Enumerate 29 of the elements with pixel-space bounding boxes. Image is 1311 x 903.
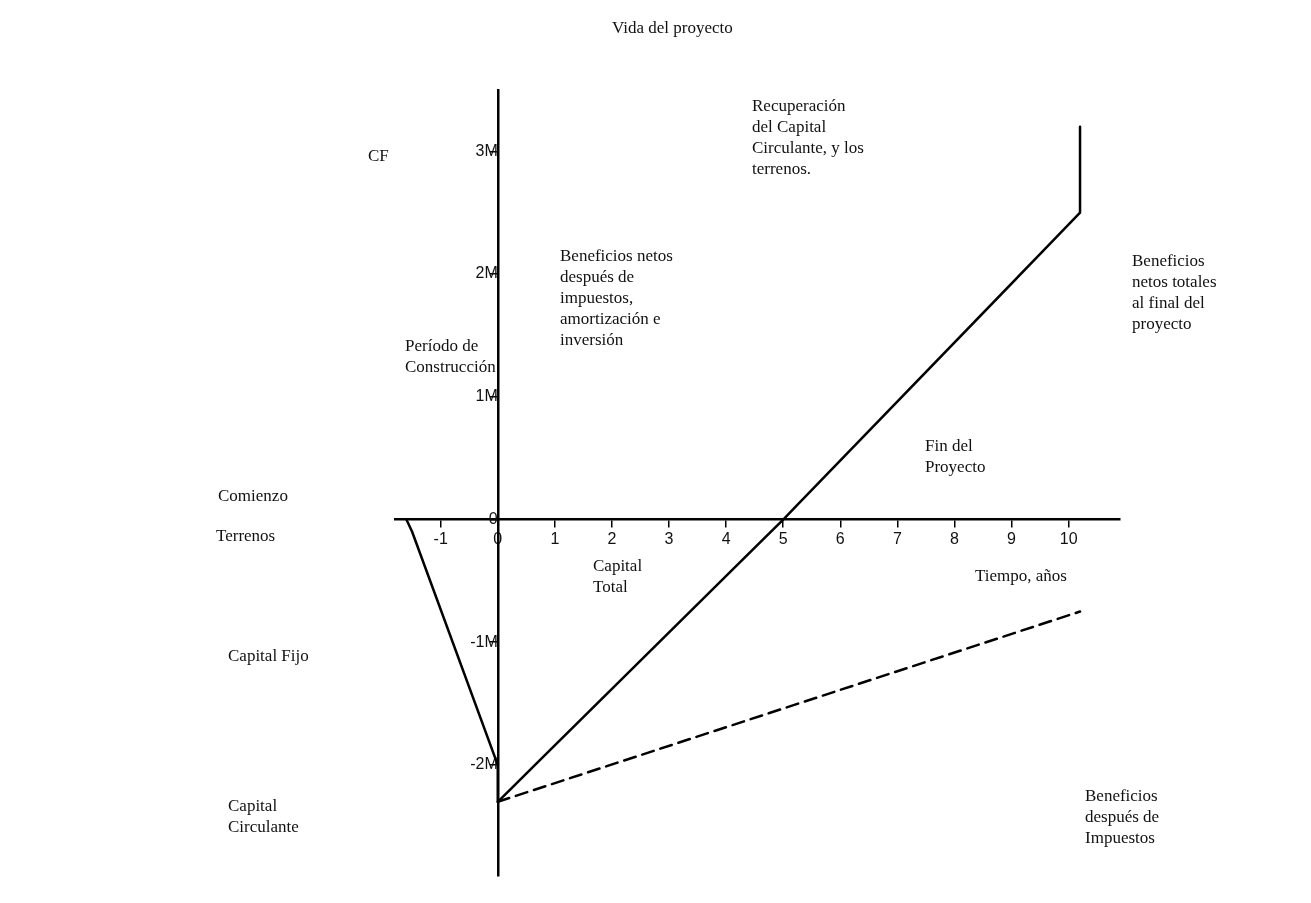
text: Capital Circulante <box>228 795 299 836</box>
annotation: Beneficios netos después de impuestos, amortización e inversión <box>560 245 673 349</box>
x-tick-label: 3 <box>664 529 674 547</box>
x-tick-label: 6 <box>835 529 845 547</box>
text: Vida del proyecto <box>612 17 733 37</box>
annotation: Fin del Proyecto <box>925 435 986 476</box>
y-tick-label: 1M <box>475 387 498 405</box>
annotation: Recuperación del Capital Circulante, y los terrenos. <box>752 95 864 178</box>
x-tick-label: 1 <box>550 529 560 547</box>
x-axis-title: Tiempo, años <box>975 565 1067 585</box>
y-tick-label: 3M <box>475 141 498 159</box>
x-tick-label: 9 <box>1007 529 1017 547</box>
x-tick-label: 8 <box>950 529 959 547</box>
x-tick-label: 10 <box>1059 529 1078 547</box>
x-tick-label: 5 <box>778 529 788 547</box>
y-axis-title: CF <box>368 145 389 165</box>
text: Terrenos <box>216 525 276 545</box>
text: Beneficios netos totales al final del proyecto <box>1132 250 1217 333</box>
x-tick-label: 2 <box>607 529 617 547</box>
annotation: Capital Total <box>593 555 643 596</box>
annotation: Beneficios después de Impuestos <box>1085 785 1160 847</box>
y-tick-label: 2M <box>475 264 498 282</box>
annotation: Período de Construcción <box>405 335 497 376</box>
x-tick-label: 4 <box>721 529 731 547</box>
text: Capital Fijo <box>228 645 309 665</box>
x-tick-label: 7 <box>892 529 902 547</box>
y-tick-label: -1M <box>470 632 498 650</box>
x-tick-label: -1 <box>433 529 448 547</box>
text: Comienzo <box>218 485 288 505</box>
